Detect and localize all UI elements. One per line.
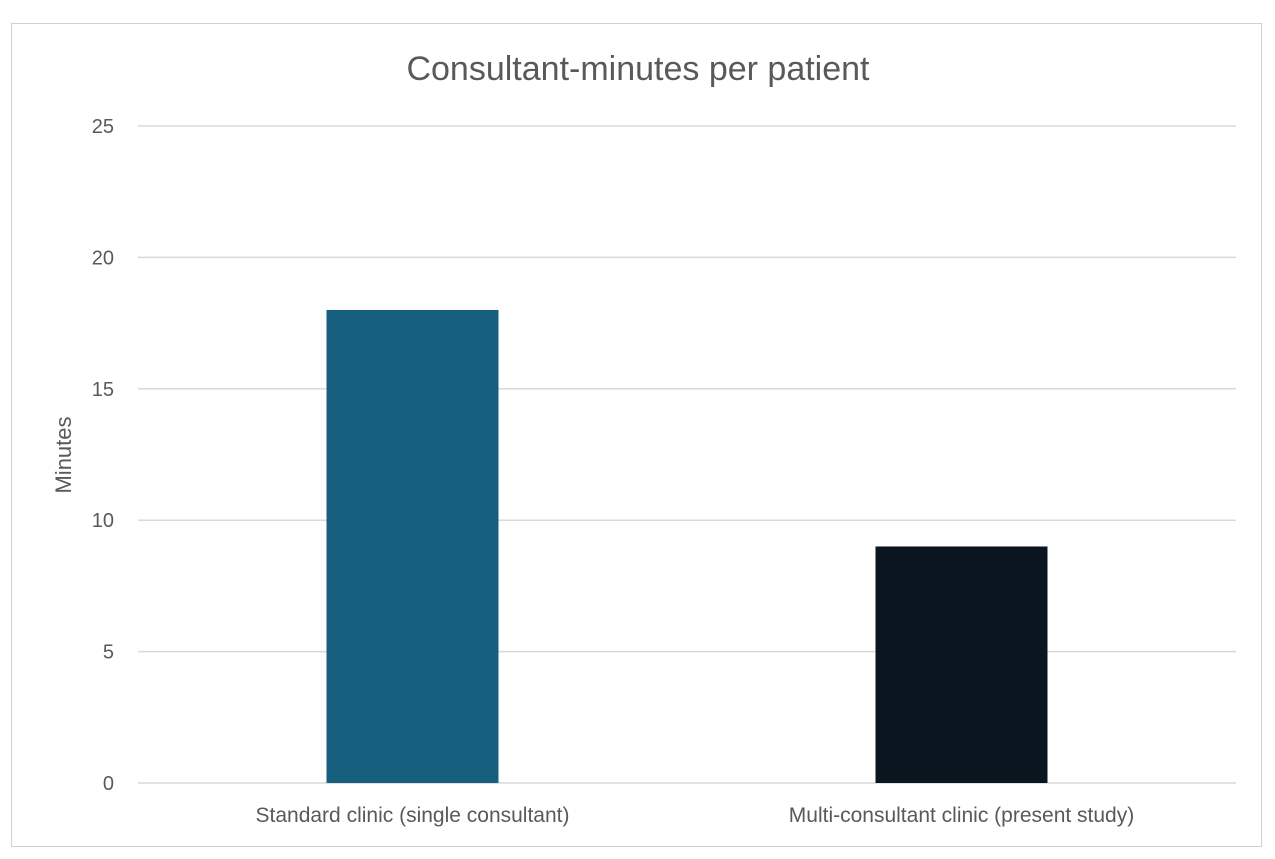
bar-2: [875, 546, 1048, 783]
chart-frame: [11, 23, 1262, 847]
y-tick-label: 15: [92, 379, 114, 401]
y-tick-label: 5: [103, 642, 114, 664]
category-label: Multi-consultant clinic (present study): [789, 804, 1134, 827]
bars: [326, 309, 1048, 783]
y-axis-label: Minutes: [51, 416, 76, 493]
y-tick-label: 20: [92, 247, 114, 269]
bar-1: [326, 309, 499, 783]
y-tick-label: 0: [103, 773, 114, 795]
y-tick-labels: 0 5 10 15 20 25: [92, 116, 114, 795]
category-label: Standard clinic (single consultant): [256, 804, 570, 827]
y-tick-label: 25: [92, 116, 114, 138]
gridlines: [138, 125, 1236, 784]
chart-title: Consultant-minutes per patient: [406, 50, 870, 88]
y-tick-label: 10: [92, 510, 114, 532]
category-labels: Standard clinic (single consultant) Multi…: [256, 804, 1135, 827]
